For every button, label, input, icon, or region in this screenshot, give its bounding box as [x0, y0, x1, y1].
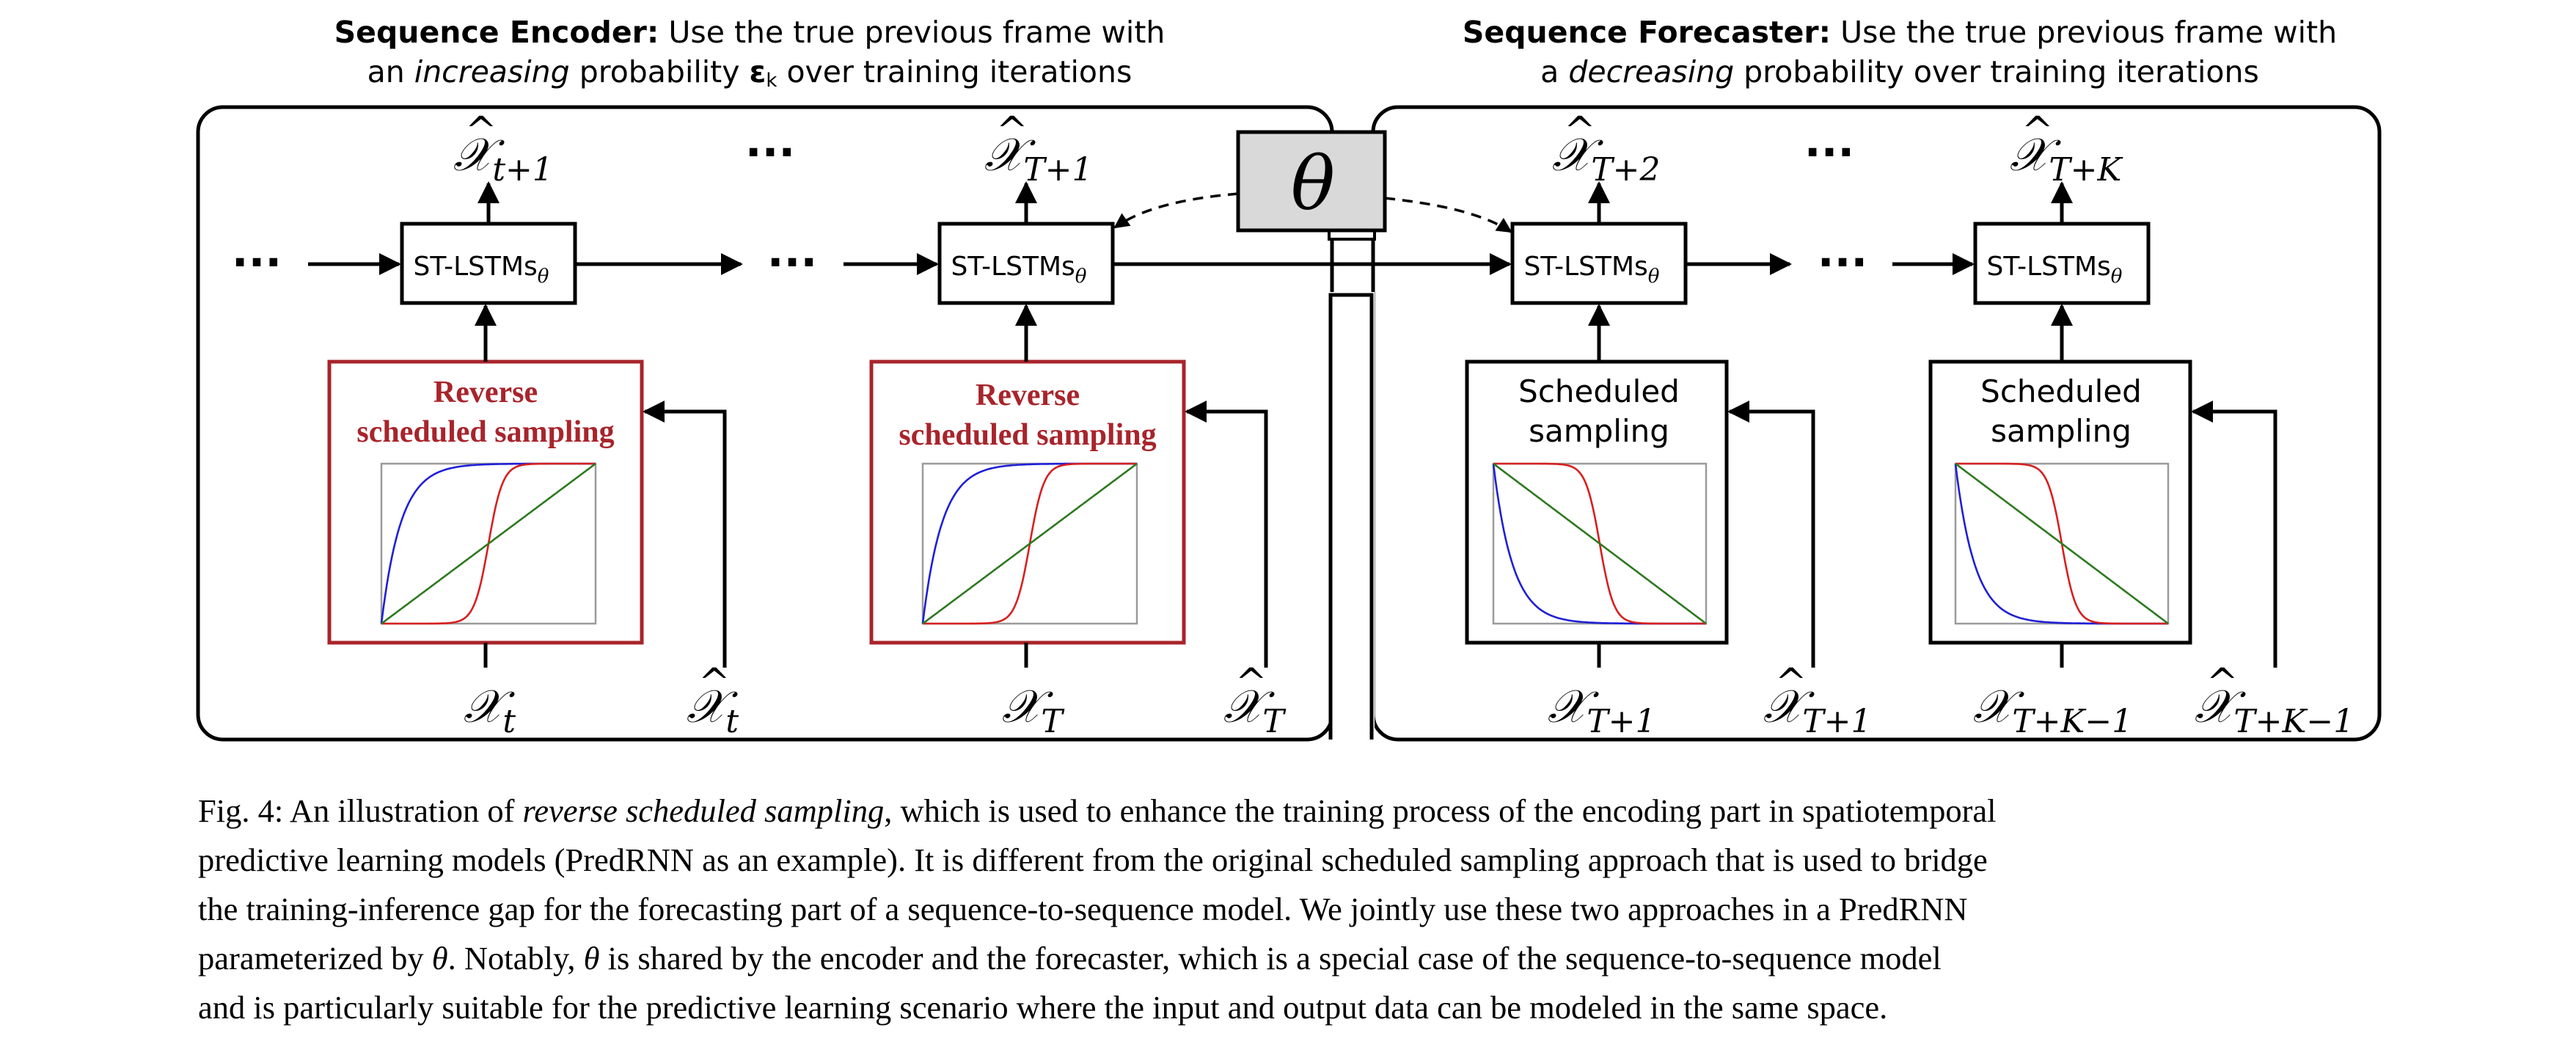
input-pred-1: 𝒳t ^	[687, 661, 739, 740]
reverse-plot-2-linear-curve	[922, 462, 1138, 625]
output-label-1: 𝒳t+1 ^	[453, 109, 553, 189]
svg-text:^: ^	[698, 661, 731, 705]
forecaster-header: Sequence Forecaster: Use the true previo…	[1463, 15, 2337, 90]
output-label-4: 𝒳T+K ^	[2010, 109, 2123, 189]
caption-line-5: and is particularly suitable for the pre…	[198, 989, 1888, 1026]
figure-caption: Fig. 4: An illustration of reverse sched…	[198, 786, 2384, 1032]
svg-text:a decreasing probability over: a decreasing probability over training i…	[1540, 54, 2259, 90]
lstm-label-3: ST-LSTMsθ	[1524, 252, 1660, 288]
sampling-title-1a: Scheduled	[1518, 373, 1680, 409]
ellipsis-forecaster-top: ···	[1804, 127, 1854, 178]
lstm-box-4	[1973, 222, 2151, 305]
theta-box	[1236, 130, 1387, 233]
input-pred-3: 𝒳T+1 ^	[1763, 661, 1872, 740]
theta-divider	[1329, 292, 1375, 747]
svg-text:𝒳T+K: 𝒳T+K	[2010, 128, 2123, 189]
sampling-title-2a: Scheduled	[1980, 373, 2142, 409]
reverse-title-2a: Reverse	[976, 379, 1080, 412]
svg-text:^: ^	[2021, 109, 2054, 153]
ellipsis-left: ···	[232, 237, 282, 288]
figure-diagram: Sequence Encoder: Use the true previous …	[196, 15, 2382, 747]
reverse-title-1a: Reverse	[433, 376, 538, 409]
svg-text:𝒳T+1: 𝒳T+1	[984, 128, 1093, 189]
theta-link-right	[1384, 197, 1512, 233]
sampling-title-2b: sampling	[1991, 413, 2132, 449]
lstm-box-3	[1510, 222, 1688, 305]
svg-text:^: ^	[1235, 661, 1267, 705]
svg-text:^: ^	[1564, 109, 1596, 153]
sampling-title-1b: sampling	[1529, 413, 1669, 449]
input-true-2: 𝒳T	[1002, 679, 1065, 740]
output-label-2: 𝒳T+1 ^	[984, 109, 1093, 189]
pred-input-arrow-2	[1185, 401, 1268, 668]
reverse-plot-1-linear-curve	[381, 462, 596, 625]
input-true-4: 𝒳T+K−1	[1973, 679, 2132, 740]
theta-divider-outline	[1328, 293, 1374, 740]
encoder-header: Sequence Encoder: Use the true previous …	[334, 15, 1166, 92]
reverse-title-2b: scheduled sampling	[899, 418, 1156, 452]
lstm-box-1	[400, 222, 577, 305]
output-label-3: 𝒳T+2 ^	[1552, 109, 1661, 189]
svg-text:Sequence Encoder: Use the true: Sequence Encoder: Use the true previous …	[334, 15, 1166, 50]
reverse-title-1b: scheduled sampling	[356, 415, 614, 449]
svg-text:^: ^	[1775, 661, 1807, 705]
svg-text:^: ^	[465, 109, 497, 153]
ellipsis-forecaster-mid: ···	[1818, 237, 1867, 288]
pred-input-arrow-1	[643, 401, 727, 668]
svg-text:Sequence Forecaster: Use the t: Sequence Forecaster: Use the true previo…	[1463, 15, 2337, 50]
sampling-plot-1-linear-curve	[1493, 462, 1707, 625]
pred-input-arrow-4	[2191, 401, 2277, 668]
input-true-1: 𝒳t	[464, 679, 516, 740]
pred-input-arrow-3	[1727, 401, 1815, 668]
lstm-label-4: ST-LSTMsθ	[1987, 252, 2123, 288]
input-true-3: 𝒳T+1	[1548, 679, 1656, 740]
caption-line-2: predictive learning models (PredRNN as a…	[198, 842, 1988, 878]
svg-text:^: ^	[996, 109, 1028, 153]
input-pred-4: 𝒳T+K−1 ^	[2195, 661, 2354, 740]
sampling-plot-2-linear-curve	[1955, 462, 2169, 625]
theta-link-left	[1113, 192, 1239, 229]
ellipsis-encoder-top: ···	[745, 127, 795, 178]
lstm-label-1: ST-LSTMsθ	[414, 252, 549, 288]
svg-text:an increasing probability εk o: an increasing probability εk over traini…	[367, 54, 1133, 92]
caption-line-3: the training-inference gap for the forec…	[198, 891, 1968, 927]
caption-line-4: parameterized by θ. Notably, θ is shared…	[198, 940, 1942, 976]
input-pred-2: 𝒳T ^	[1223, 661, 1287, 740]
lstm-label-2: ST-LSTMsθ	[951, 252, 1087, 288]
svg-text:^: ^	[2206, 661, 2239, 705]
svg-text:𝒳T+1: 𝒳T+1	[1763, 679, 1872, 740]
theta-symbol: θ	[1291, 141, 1335, 227]
ellipsis-encoder-mid: ···	[767, 237, 817, 288]
caption-line-1: Fig. 4: An illustration of reverse sched…	[198, 792, 1997, 829]
